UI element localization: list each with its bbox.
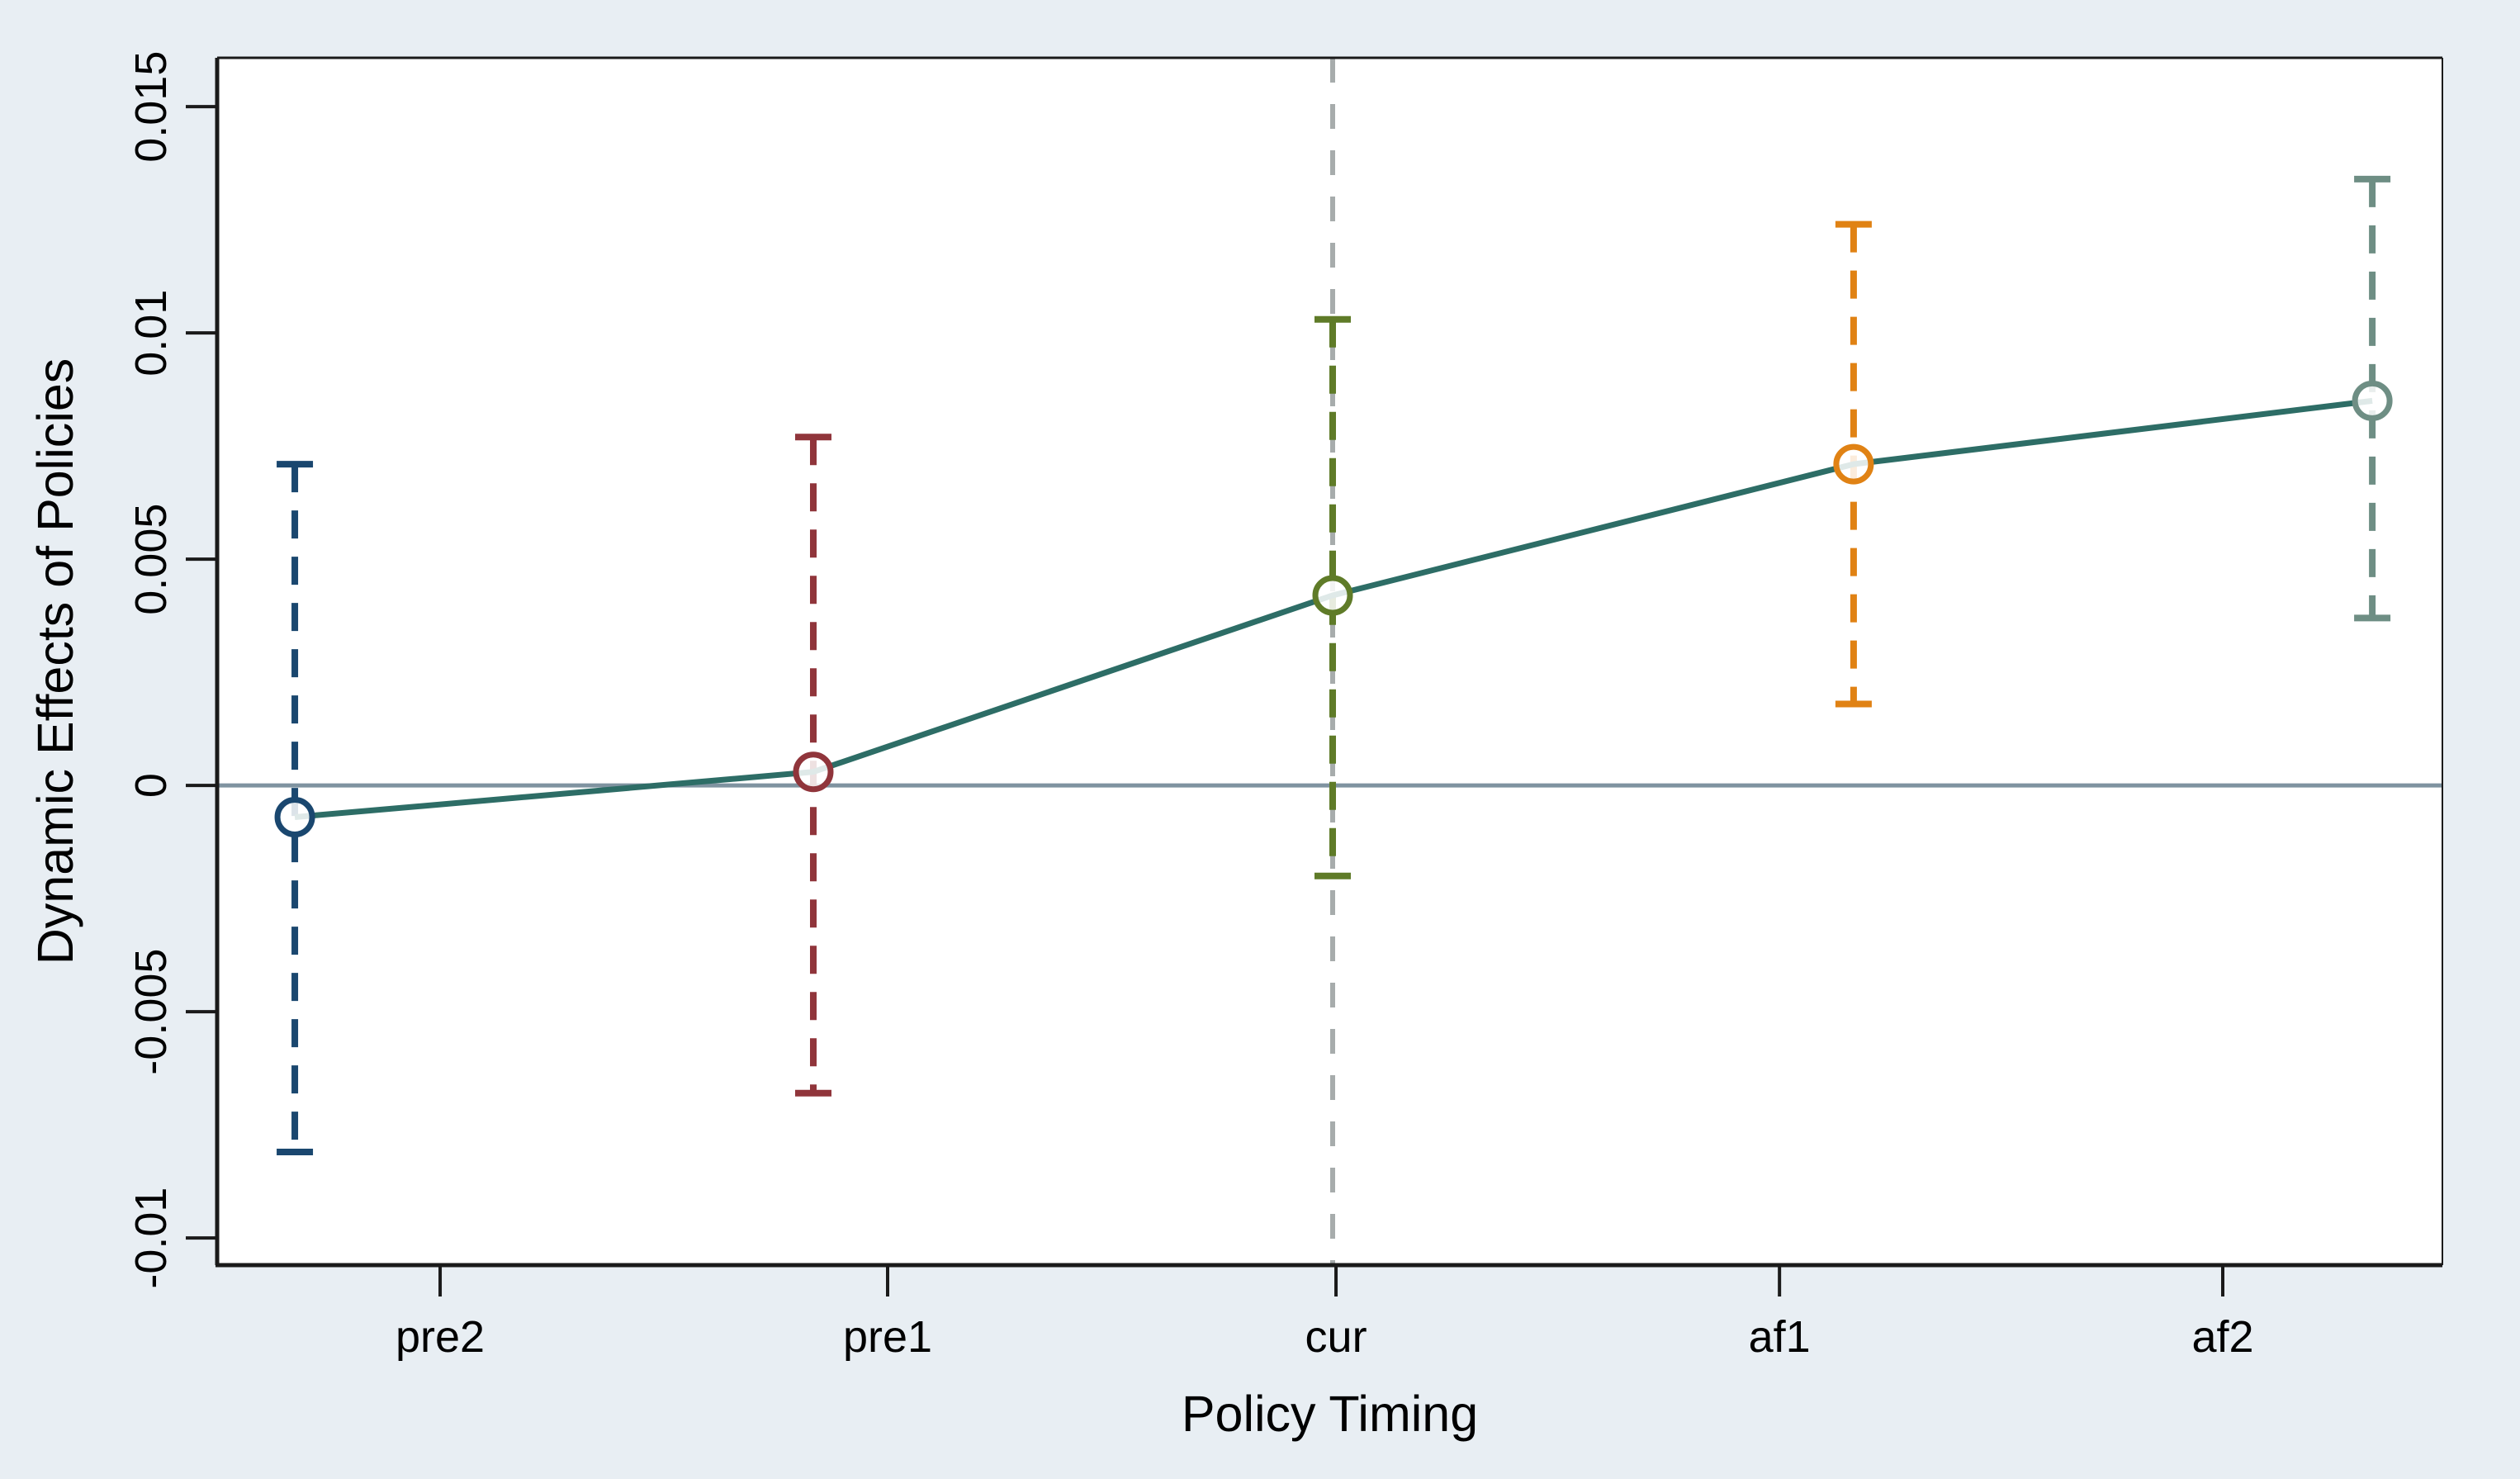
x-tick-label: af1 xyxy=(1749,1312,1811,1362)
marker-af2 xyxy=(2352,380,2393,421)
marker-pre1 xyxy=(793,751,834,793)
y-axis-title: Dynamic Effects of Policies xyxy=(27,358,83,965)
y-tick-label: 0 xyxy=(126,773,176,798)
y-tick-label: 0.01 xyxy=(126,290,176,377)
x-tick-label: cur xyxy=(1305,1312,1367,1362)
y-tick-label: 0.005 xyxy=(126,504,176,615)
marker-pre2 xyxy=(274,797,315,838)
x-tick-label: pre2 xyxy=(396,1312,485,1362)
chart-generated-content: 0.015 0.01 0.005 0 -0.005 -0.01 pre2 pre1 cur af1… xyxy=(126,51,2443,1362)
marker-af1 xyxy=(1833,443,1874,485)
y-tick-label: -0.005 xyxy=(126,949,176,1075)
y-tick-label: -0.01 xyxy=(126,1187,176,1289)
marker-cur xyxy=(1312,575,1353,616)
x-tick-label: af2 xyxy=(2191,1312,2253,1362)
y-tick-label: 0.015 xyxy=(126,51,176,163)
x-tick-label: pre1 xyxy=(843,1312,932,1362)
x-axis-title: Policy Timing xyxy=(1182,1386,1478,1442)
